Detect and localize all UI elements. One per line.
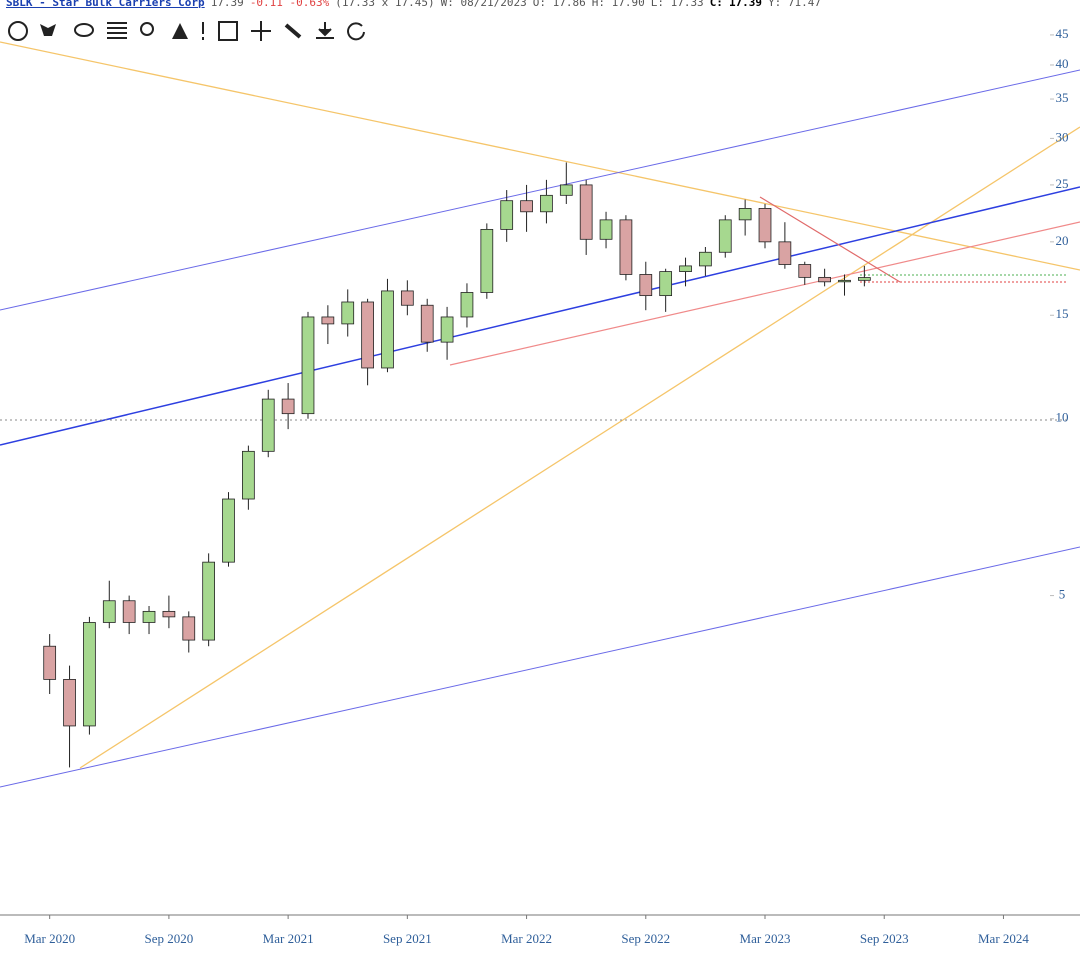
candle-body — [381, 290, 394, 369]
week: W: 08/21/2023 — [440, 0, 527, 9]
candle-body — [818, 276, 831, 283]
candle-body — [480, 228, 494, 293]
y-tick-label: 35 — [1056, 90, 1069, 105]
trend-line — [0, 41, 1080, 271]
tool-icon[interactable] — [218, 21, 238, 41]
candle-body — [102, 600, 116, 623]
high: H: 17.90 — [591, 0, 645, 9]
candle-body — [500, 200, 514, 230]
candle-body — [420, 304, 434, 343]
candle-body — [659, 271, 673, 297]
x-tick-label: Sep 2023 — [860, 931, 909, 946]
candle-body — [540, 194, 553, 213]
bid-ask: (17.33 x 17.45) — [335, 0, 435, 9]
last-price: 17.39 — [210, 0, 244, 9]
candle-body — [261, 398, 275, 452]
candle-body — [520, 200, 533, 213]
candle-body — [460, 292, 474, 318]
tool-icon[interactable] — [284, 23, 302, 39]
close: 17.39 — [728, 0, 763, 9]
change: -0.11 -0.63% — [249, 0, 330, 9]
x-tick-label: Mar 2020 — [24, 931, 75, 946]
tool-icon[interactable] — [347, 22, 365, 41]
candle-body — [83, 622, 96, 727]
tool-icon[interactable] — [172, 23, 188, 39]
candle-body — [400, 290, 414, 306]
trend-line — [449, 221, 1080, 366]
tool-icon[interactable] — [8, 21, 28, 41]
candle-body — [579, 184, 593, 240]
candle-body — [142, 610, 156, 623]
candle-body — [301, 316, 315, 415]
candle-body — [858, 277, 871, 281]
candle-body — [559, 184, 573, 196]
candle-body — [619, 219, 633, 275]
candle-body — [162, 610, 176, 618]
candle-body — [699, 251, 712, 267]
channel-line — [0, 186, 1080, 446]
x-tick-label: Sep 2020 — [145, 931, 194, 946]
y-tick-label: 40 — [1056, 56, 1069, 71]
y-tick-label: 20 — [1056, 233, 1069, 248]
candle-body — [122, 600, 136, 623]
candle-body — [599, 219, 613, 240]
tool-icon[interactable] — [107, 22, 127, 39]
candle-body — [440, 316, 454, 343]
x-tick-label: Mar 2021 — [263, 931, 314, 946]
candle-body — [281, 398, 295, 415]
quote-header: SBLK - Star Bulk Carriers Corp 17.39 -0.11… — [6, 0, 1080, 10]
candle-body — [838, 279, 851, 283]
toolbar — [8, 21, 365, 41]
candle-body — [242, 450, 255, 500]
candle-body — [679, 265, 692, 272]
x-tick-label: Sep 2022 — [621, 931, 670, 946]
tool-icon[interactable] — [251, 21, 271, 41]
open: O: 17.86 — [532, 0, 586, 9]
candle-body — [639, 274, 653, 297]
y-tick-label: 25 — [1056, 176, 1069, 191]
candle-body — [43, 645, 57, 680]
x-tick-label: Mar 2022 — [501, 931, 552, 946]
candle-body — [182, 616, 196, 641]
y-tick-label: 15 — [1056, 306, 1069, 321]
candle-body — [798, 264, 812, 278]
trend-line — [759, 196, 901, 283]
y-tick-label: 5 — [1059, 587, 1066, 602]
candle-body — [222, 498, 235, 563]
yield: Y: 71.47 — [768, 0, 822, 9]
candle-body — [738, 208, 752, 221]
y-tick-label: 30 — [1056, 129, 1069, 144]
symbol[interactable]: SBLK - Star Bulk Carriers Corp — [6, 0, 205, 9]
tool-icon[interactable] — [140, 22, 154, 36]
candle-body — [361, 301, 374, 369]
trend-line — [79, 126, 1080, 769]
tool-icon[interactable] — [40, 24, 56, 36]
candle-body — [63, 679, 76, 727]
y-tick-label: 45 — [1056, 26, 1069, 41]
tool-icon[interactable] — [74, 23, 94, 37]
candle-body — [778, 241, 792, 265]
x-tick-label: Sep 2021 — [383, 931, 432, 946]
channel-line — [0, 69, 1080, 311]
candle-body — [718, 219, 732, 253]
low: L: 17.33 — [650, 0, 704, 9]
tool-icon[interactable] — [316, 22, 334, 39]
candle-body — [202, 561, 216, 641]
channel-line — [0, 546, 1080, 788]
x-tick-label: Mar 2023 — [740, 931, 791, 946]
y-tick-label: 10 — [1056, 410, 1069, 425]
candle-body — [321, 316, 335, 325]
candle-body — [758, 208, 772, 243]
candle-body — [341, 301, 355, 325]
x-tick-label: Mar 2024 — [978, 931, 1029, 946]
close-label: C: — [709, 0, 723, 9]
